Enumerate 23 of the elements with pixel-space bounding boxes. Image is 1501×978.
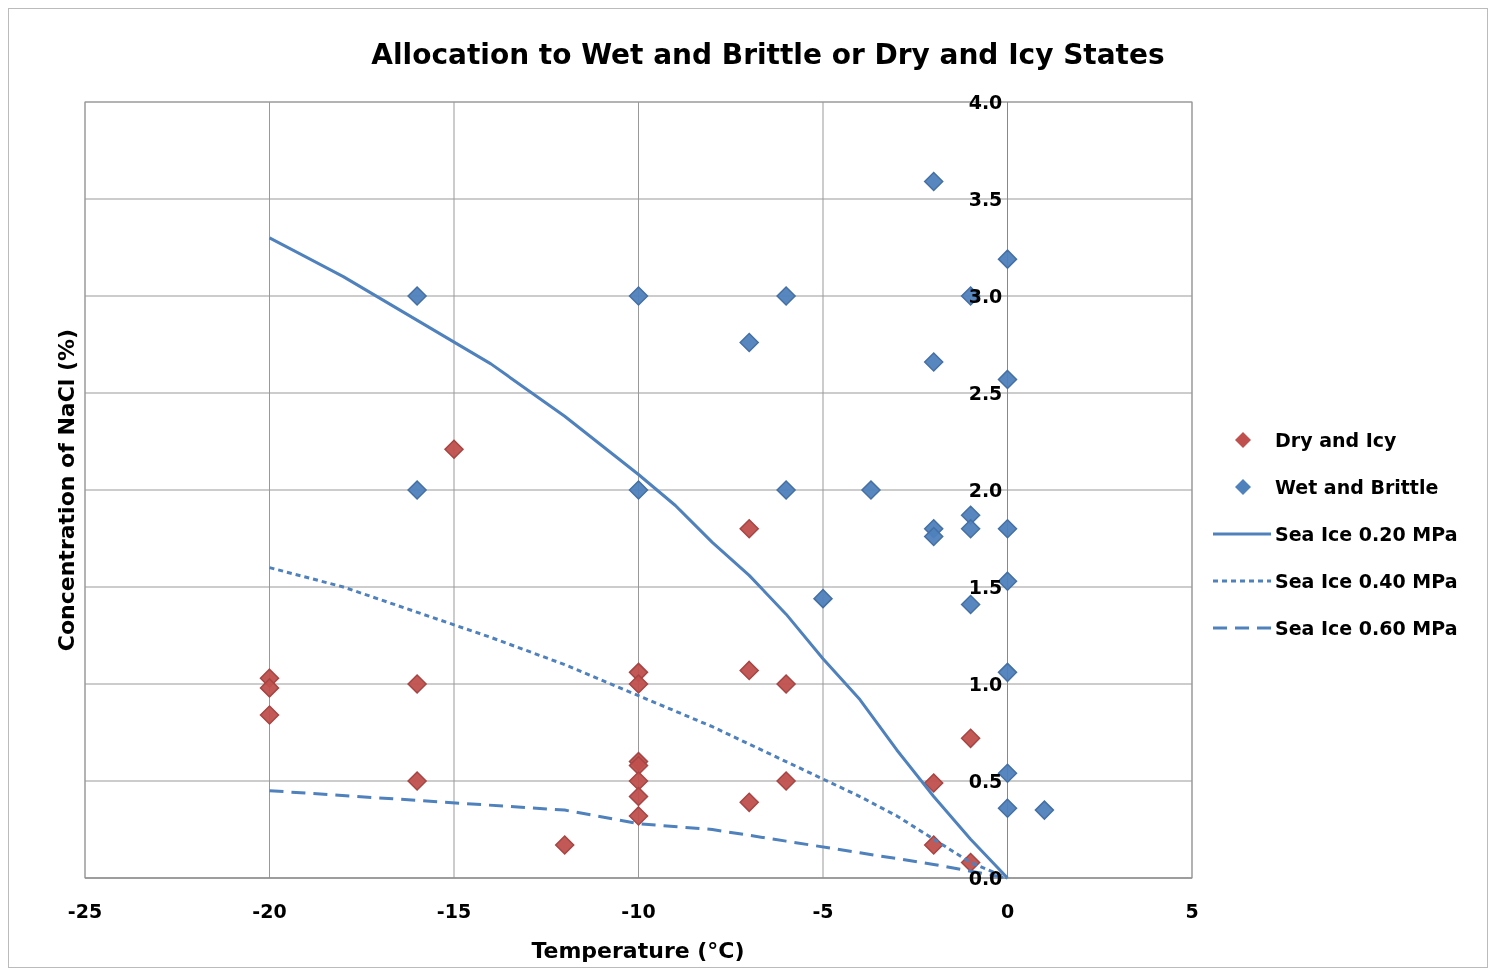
y-tick-label: 0.5 [968, 770, 1003, 792]
x-tick-label: -25 [67, 900, 103, 922]
legend-label: Sea Ice 0.20 MPa [1275, 523, 1458, 545]
y-tick-label: 2.0 [968, 479, 1003, 501]
y-tick-label: 4.0 [968, 91, 1003, 113]
legend-label: Sea Ice 0.40 MPa [1275, 570, 1458, 592]
y-tick-label: 1.5 [968, 576, 1003, 598]
y-tick-label: 2.5 [968, 382, 1003, 404]
x-axis-title: Temperature (°C) [531, 938, 745, 963]
legend-label: Sea Ice 0.60 MPa [1275, 617, 1458, 639]
x-tick-label: -15 [436, 900, 472, 922]
y-axis-title: Concentration of NaCl (%) [54, 328, 79, 652]
chart-title: Allocation to Wet and Brittle or Dry and Icy States [371, 38, 1165, 71]
x-tick-label: -10 [621, 900, 656, 922]
legend-label: Dry and Icy [1275, 429, 1398, 451]
x-tick-label: 0 [1000, 900, 1015, 922]
x-tick-label: -5 [812, 900, 834, 922]
x-tick-label: -20 [252, 900, 287, 922]
legend-label: Wet and Brittle [1275, 476, 1439, 498]
y-tick-label: 3.5 [968, 188, 1003, 210]
y-tick-label: 1.0 [968, 673, 1003, 695]
x-tick-label: 5 [1185, 900, 1199, 922]
y-tick-label: 0.0 [968, 867, 1003, 889]
